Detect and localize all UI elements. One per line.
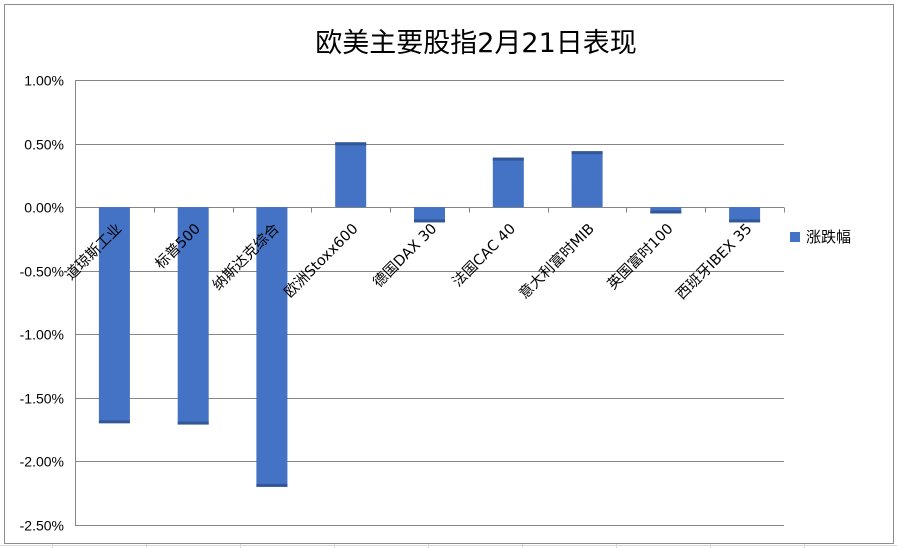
x-category-label: 西班牙IBEX 35 <box>673 220 756 303</box>
x-category-label: 德国DAX 30 <box>370 220 441 291</box>
bar-end-shade <box>729 219 761 223</box>
bar[interactable] <box>335 142 367 208</box>
bar-end-shade <box>650 210 682 214</box>
y-tick-label: -1.00% <box>20 327 64 343</box>
y-tick-label: -2.00% <box>20 454 64 470</box>
chart-area[interactable]: 欧美主要股指2月21日表现 1.00% 0.50% 0.00% -0.50% -1.00… <box>4 4 894 544</box>
y-tick-label: 0.50% <box>24 137 64 153</box>
bar[interactable] <box>492 157 524 208</box>
bar[interactable] <box>98 207 130 424</box>
legend-swatch <box>790 232 800 242</box>
bar[interactable] <box>571 151 603 208</box>
y-tick-label: -0.50% <box>20 264 64 280</box>
x-category-label: 英国富时100 <box>603 220 676 293</box>
x-category-label: 意大利富时MIB <box>515 220 598 303</box>
bars <box>98 142 761 487</box>
bar-end-shade <box>98 420 130 424</box>
x-category-label: 法国CAC 40 <box>449 220 519 290</box>
y-tick-label: -1.50% <box>20 391 64 407</box>
y-tick-label: 0.00% <box>24 200 64 216</box>
y-tick-label: -2.50% <box>20 518 64 534</box>
bar[interactable] <box>414 207 445 223</box>
chart-title: 欧美主要股指2月21日表现 <box>315 28 637 59</box>
bar-end-shade <box>335 142 367 146</box>
bar-end-shade <box>177 421 209 425</box>
bar[interactable] <box>650 207 682 214</box>
bar-end-shade <box>492 157 524 161</box>
bar[interactable] <box>177 207 209 425</box>
bar[interactable] <box>256 207 288 487</box>
legend: 涨跌幅 <box>790 228 851 246</box>
y-axis-tick-labels: 1.00% 0.50% 0.00% -0.50% -1.00% -1.50% -2.00% -… <box>20 73 64 534</box>
bar-chart: 欧美主要股指2月21日表现 1.00% 0.50% 0.00% -0.50% -1.00… <box>20 28 851 534</box>
bar[interactable] <box>729 207 761 223</box>
x-category-label: 欧洲Stoxx600 <box>281 220 362 301</box>
bar-end-shade <box>571 151 603 155</box>
legend-label: 涨跌幅 <box>806 228 851 246</box>
y-tick-label: 1.00% <box>24 73 64 89</box>
bar-end-shade <box>414 219 445 223</box>
bar-end-shade <box>256 483 288 487</box>
